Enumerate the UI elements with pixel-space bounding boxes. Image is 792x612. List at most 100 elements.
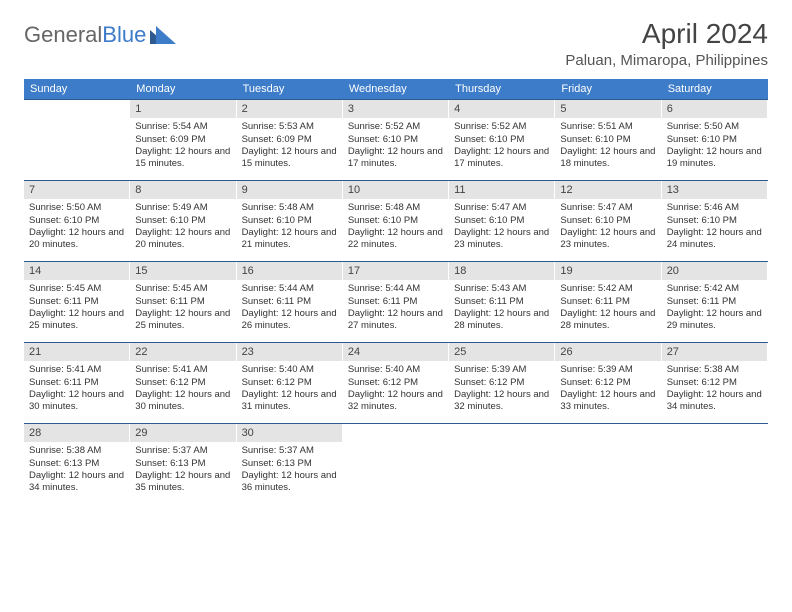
day-number: 11 [449,181,554,199]
sunset-text: Sunset: 6:13 PM [135,458,230,470]
sunrise-text: Sunrise: 5:38 AM [667,364,762,376]
sunrise-text: Sunrise: 5:51 AM [560,121,655,133]
title-block: April 2024 Paluan, Mimaropa, Philippines [565,18,768,69]
day-number: 21 [24,343,129,361]
day-cell: 26Sunrise: 5:39 AMSunset: 6:12 PMDayligh… [555,343,661,423]
sunrise-text: Sunrise: 5:48 AM [348,202,443,214]
day-cell [449,424,555,504]
daylight-text: Daylight: 12 hours and 30 minutes. [135,389,230,414]
sunrise-text: Sunrise: 5:46 AM [667,202,762,214]
day-body: Sunrise: 5:44 AMSunset: 6:11 PMDaylight:… [237,280,342,337]
weeks-container: 1Sunrise: 5:54 AMSunset: 6:09 PMDaylight… [24,99,768,504]
day-body: Sunrise: 5:39 AMSunset: 6:12 PMDaylight:… [449,361,554,418]
sunrise-text: Sunrise: 5:42 AM [667,283,762,295]
brand-second: Blue [102,22,146,48]
sunrise-text: Sunrise: 5:43 AM [454,283,549,295]
day-body: Sunrise: 5:48 AMSunset: 6:10 PMDaylight:… [237,199,342,256]
dayhead: Thursday [449,79,555,99]
sunrise-text: Sunrise: 5:54 AM [135,121,230,133]
dayhead-row: SundayMondayTuesdayWednesdayThursdayFrid… [24,79,768,99]
day-body: Sunrise: 5:48 AMSunset: 6:10 PMDaylight:… [343,199,448,256]
daylight-text: Daylight: 12 hours and 26 minutes. [242,308,337,333]
sunrise-text: Sunrise: 5:41 AM [29,364,124,376]
day-cell: 19Sunrise: 5:42 AMSunset: 6:11 PMDayligh… [555,262,661,342]
sunset-text: Sunset: 6:11 PM [29,296,124,308]
sunrise-text: Sunrise: 5:37 AM [135,445,230,457]
day-body: Sunrise: 5:45 AMSunset: 6:11 PMDaylight:… [130,280,235,337]
day-cell: 25Sunrise: 5:39 AMSunset: 6:12 PMDayligh… [449,343,555,423]
day-body: Sunrise: 5:37 AMSunset: 6:13 PMDaylight:… [130,442,235,499]
day-number: 22 [130,343,235,361]
day-cell: 10Sunrise: 5:48 AMSunset: 6:10 PMDayligh… [343,181,449,261]
day-number: 8 [130,181,235,199]
daylight-text: Daylight: 12 hours and 17 minutes. [454,146,549,171]
day-body: Sunrise: 5:50 AMSunset: 6:10 PMDaylight:… [24,199,129,256]
sunrise-text: Sunrise: 5:47 AM [560,202,655,214]
day-cell: 24Sunrise: 5:40 AMSunset: 6:12 PMDayligh… [343,343,449,423]
sunset-text: Sunset: 6:11 PM [667,296,762,308]
day-cell: 29Sunrise: 5:37 AMSunset: 6:13 PMDayligh… [130,424,236,504]
dayhead: Tuesday [237,79,343,99]
daylight-text: Daylight: 12 hours and 21 minutes. [242,227,337,252]
daylight-text: Daylight: 12 hours and 15 minutes. [242,146,337,171]
sunset-text: Sunset: 6:12 PM [242,377,337,389]
week-row: 7Sunrise: 5:50 AMSunset: 6:10 PMDaylight… [24,180,768,261]
sunset-text: Sunset: 6:11 PM [560,296,655,308]
day-number: 1 [130,100,235,118]
daylight-text: Daylight: 12 hours and 34 minutes. [667,389,762,414]
day-cell: 23Sunrise: 5:40 AMSunset: 6:12 PMDayligh… [237,343,343,423]
sunrise-text: Sunrise: 5:48 AM [242,202,337,214]
day-body: Sunrise: 5:38 AMSunset: 6:12 PMDaylight:… [662,361,767,418]
daylight-text: Daylight: 12 hours and 17 minutes. [348,146,443,171]
sunrise-text: Sunrise: 5:47 AM [454,202,549,214]
day-body: Sunrise: 5:44 AMSunset: 6:11 PMDaylight:… [343,280,448,337]
sunset-text: Sunset: 6:10 PM [667,134,762,146]
day-body: Sunrise: 5:46 AMSunset: 6:10 PMDaylight:… [662,199,767,256]
daylight-text: Daylight: 12 hours and 27 minutes. [348,308,443,333]
calendar: SundayMondayTuesdayWednesdayThursdayFrid… [24,79,768,504]
sunset-text: Sunset: 6:13 PM [29,458,124,470]
header: GeneralBlue April 2024 Paluan, Mimaropa,… [24,18,768,69]
daylight-text: Daylight: 12 hours and 18 minutes. [560,146,655,171]
day-cell: 5Sunrise: 5:51 AMSunset: 6:10 PMDaylight… [555,100,661,180]
sunset-text: Sunset: 6:10 PM [454,215,549,227]
day-cell: 4Sunrise: 5:52 AMSunset: 6:10 PMDaylight… [449,100,555,180]
daylight-text: Daylight: 12 hours and 28 minutes. [560,308,655,333]
day-cell: 27Sunrise: 5:38 AMSunset: 6:12 PMDayligh… [662,343,768,423]
day-body: Sunrise: 5:41 AMSunset: 6:12 PMDaylight:… [130,361,235,418]
sunrise-text: Sunrise: 5:37 AM [242,445,337,457]
day-number: 30 [237,424,342,442]
day-number: 4 [449,100,554,118]
daylight-text: Daylight: 12 hours and 24 minutes. [667,227,762,252]
daylight-text: Daylight: 12 hours and 32 minutes. [454,389,549,414]
week-row: 21Sunrise: 5:41 AMSunset: 6:11 PMDayligh… [24,342,768,423]
sunrise-text: Sunrise: 5:44 AM [242,283,337,295]
sunset-text: Sunset: 6:12 PM [667,377,762,389]
day-number: 18 [449,262,554,280]
day-body: Sunrise: 5:49 AMSunset: 6:10 PMDaylight:… [130,199,235,256]
day-body: Sunrise: 5:45 AMSunset: 6:11 PMDaylight:… [24,280,129,337]
day-number: 17 [343,262,448,280]
day-cell [24,100,130,180]
daylight-text: Daylight: 12 hours and 19 minutes. [667,146,762,171]
dayhead: Monday [130,79,236,99]
day-cell: 18Sunrise: 5:43 AMSunset: 6:11 PMDayligh… [449,262,555,342]
sunrise-text: Sunrise: 5:39 AM [454,364,549,376]
sunset-text: Sunset: 6:09 PM [135,134,230,146]
daylight-text: Daylight: 12 hours and 34 minutes. [29,470,124,495]
daylight-text: Daylight: 12 hours and 29 minutes. [667,308,762,333]
day-number: 2 [237,100,342,118]
sunrise-text: Sunrise: 5:52 AM [454,121,549,133]
sunrise-text: Sunrise: 5:50 AM [29,202,124,214]
sunrise-text: Sunrise: 5:50 AM [667,121,762,133]
daylight-text: Daylight: 12 hours and 15 minutes. [135,146,230,171]
day-body: Sunrise: 5:43 AMSunset: 6:11 PMDaylight:… [449,280,554,337]
sunset-text: Sunset: 6:10 PM [135,215,230,227]
day-body: Sunrise: 5:50 AMSunset: 6:10 PMDaylight:… [662,118,767,175]
sunset-text: Sunset: 6:11 PM [135,296,230,308]
daylight-text: Daylight: 12 hours and 20 minutes. [29,227,124,252]
day-body: Sunrise: 5:53 AMSunset: 6:09 PMDaylight:… [237,118,342,175]
dayhead: Wednesday [343,79,449,99]
day-number: 27 [662,343,767,361]
sunrise-text: Sunrise: 5:44 AM [348,283,443,295]
